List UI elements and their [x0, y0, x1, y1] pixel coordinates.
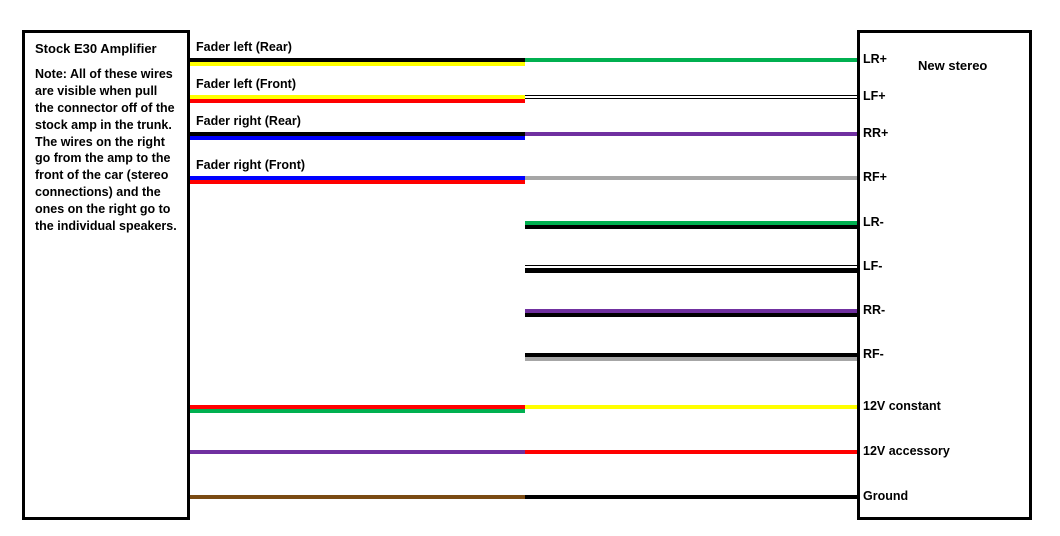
stock-amp-box: Stock E30 Amplifier Note: All of these w…: [22, 30, 190, 520]
fader-right-rear-pin: RR+: [863, 126, 888, 140]
fader-right-rear-left-blue: [190, 136, 525, 140]
fader-right-rear-label: Fader right (Rear): [196, 114, 301, 128]
ground-right-black: [525, 495, 857, 499]
ground-left-brown: [190, 495, 525, 499]
lf-minus-seg-black: [525, 269, 857, 273]
fader-left-rear-label: Fader left (Rear): [196, 40, 292, 54]
12v-constant-left-green: [190, 409, 525, 413]
rr-minus-seg-black: [525, 313, 857, 317]
fader-left-rear-pin: LR+: [863, 52, 887, 66]
lr-minus-seg-black: [525, 225, 857, 229]
lf-minus-pin: LF-: [863, 259, 882, 273]
rf-minus-pin: RF-: [863, 347, 884, 361]
right-box-title: New stereo: [918, 58, 987, 73]
fader-right-front-label: Fader right (Front): [196, 158, 305, 172]
fader-right-front-left-red: [190, 180, 525, 184]
fader-right-front-pin: RF+: [863, 170, 887, 184]
fader-right-front-right-grey: [525, 176, 857, 180]
left-box-note: Note: All of these wires are visible whe…: [35, 66, 177, 235]
fader-left-rear-left-yellow: [190, 62, 525, 66]
fader-left-front-pin: LF+: [863, 89, 886, 103]
fader-left-front-left-red: [190, 99, 525, 103]
fader-left-front-right-white_bordered: [525, 95, 857, 99]
lr-minus-pin: LR-: [863, 215, 884, 229]
12v-accessory-pin: 12V accessory: [863, 444, 950, 458]
ground-pin: Ground: [863, 489, 908, 503]
12v-constant-pin: 12V constant: [863, 399, 941, 413]
fader-left-rear-right-green: [525, 58, 857, 62]
fader-right-rear-right-purple: [525, 132, 857, 136]
fader-left-front-label: Fader left (Front): [196, 77, 296, 91]
rr-minus-pin: RR-: [863, 303, 885, 317]
left-box-title: Stock E30 Amplifier: [35, 41, 177, 56]
12v-accessory-right-red: [525, 450, 857, 454]
12v-constant-right-yellow: [525, 405, 857, 409]
rf-minus-seg-grey: [525, 357, 857, 361]
12v-accessory-left-purple: [190, 450, 525, 454]
